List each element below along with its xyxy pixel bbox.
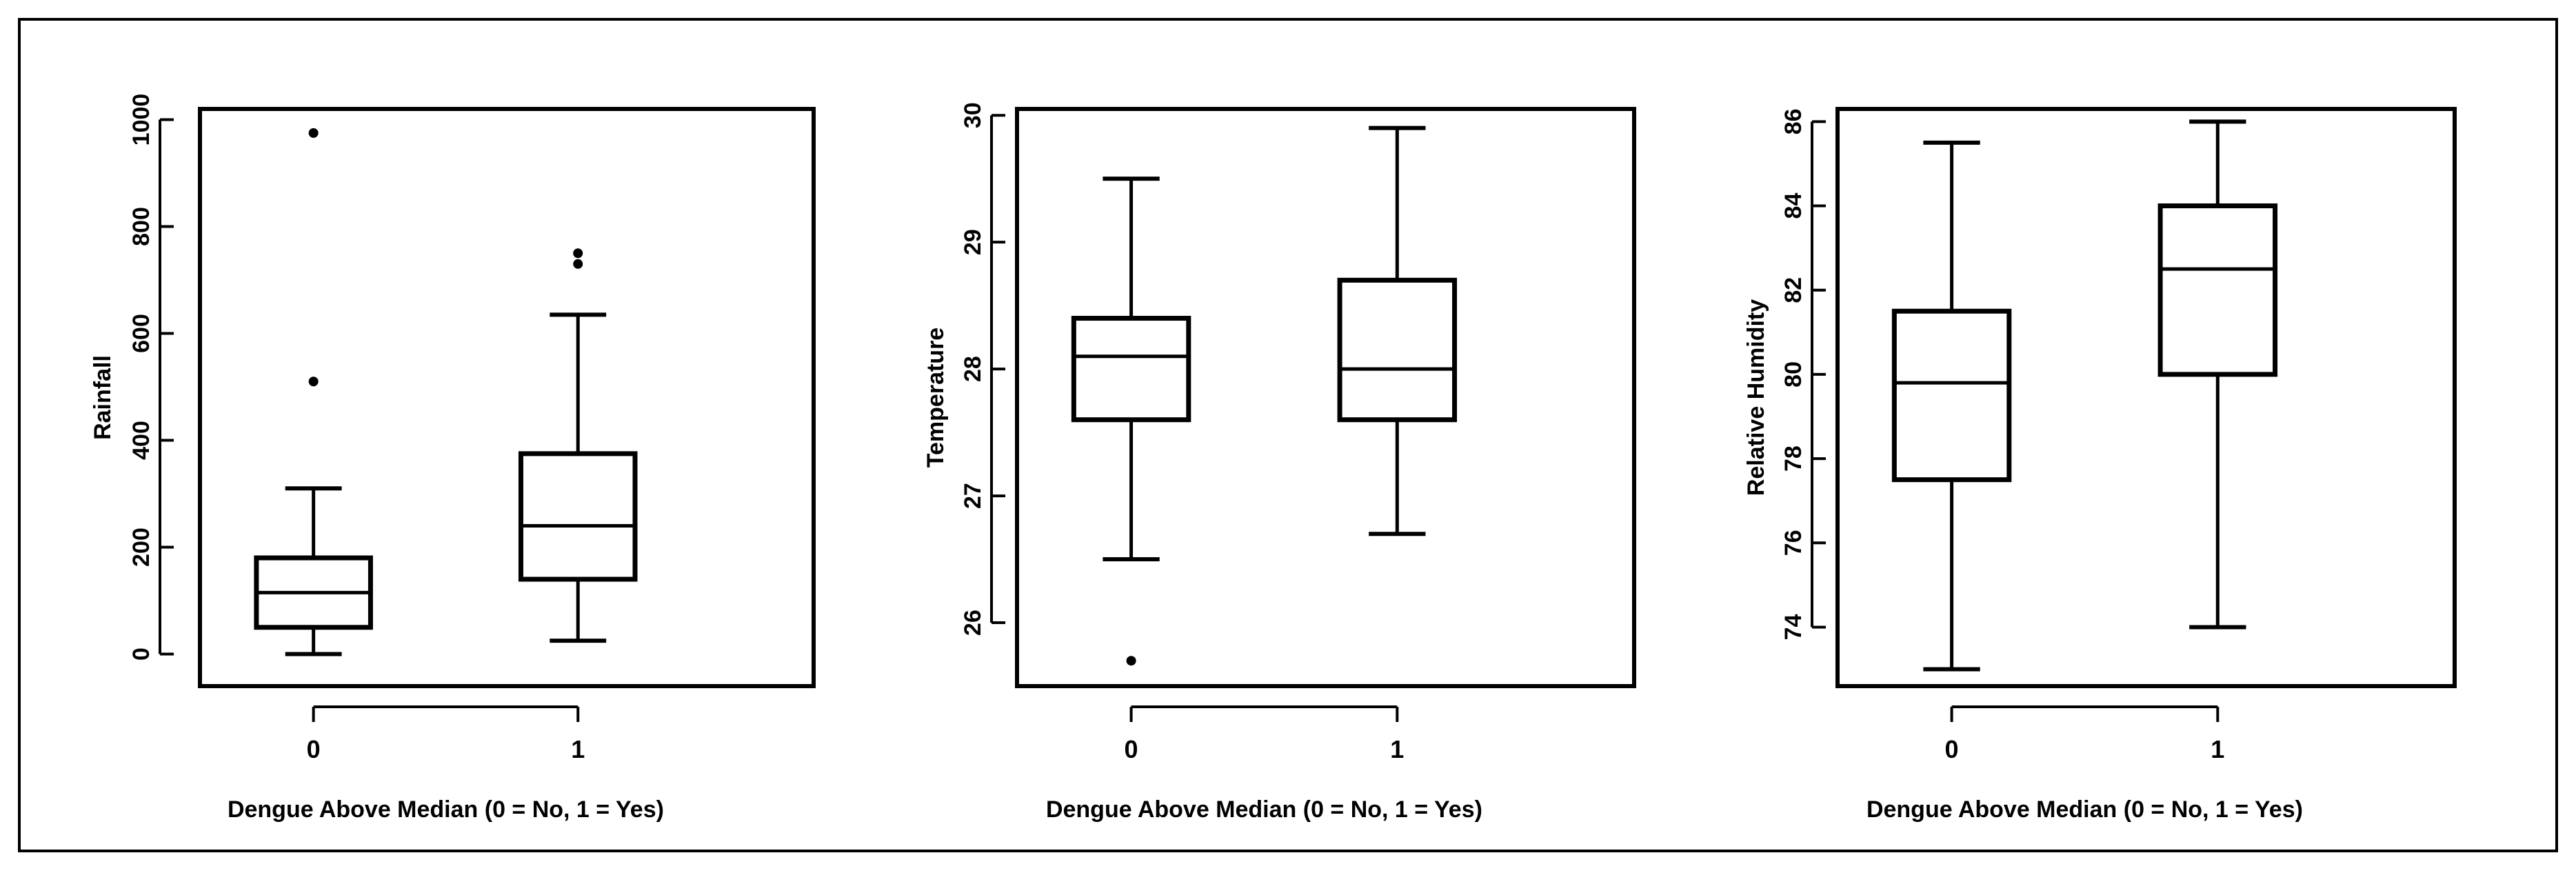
iqr-box [1337,277,1458,423]
box-1 [518,248,638,643]
box-0 [1891,140,2012,672]
y-tick-label: 86 [1780,108,1807,134]
outlier-point [308,128,319,138]
y-tick-label: 30 [960,102,986,128]
iqr-box [518,451,638,582]
outlier-point [573,259,583,269]
y-tick-label: 400 [128,421,154,460]
y-tick-label: 80 [1780,361,1807,388]
chart-panel-1: 0 200 400 600 800 1000 Rainfall 0 1 Dengue Above … [90,94,816,823]
y-tick-label: 76 [1780,530,1807,556]
iqr-box [2157,203,2278,377]
outlier-point [308,377,319,387]
x-tick-label: 0 [1945,735,1959,763]
x-tick-label: 0 [1125,735,1138,763]
plot-frame [198,107,816,688]
outlier-point [573,248,583,259]
y-tick-label: 82 [1780,277,1807,303]
x-tick-label: 1 [2211,735,2224,763]
y-tick-label: 26 [960,610,986,636]
box-0 [254,128,373,656]
x-axis-label: Dengue Above Median (0 = No, 1 = Yes) [1866,796,2303,823]
y-axis-label: Rainfall [90,355,116,440]
box-1 [2157,119,2278,630]
y-tick-label: 800 [128,207,154,246]
box-1 [1337,126,1458,536]
y-tick-label: 74 [1780,614,1807,640]
x-tick-label: 1 [571,735,585,763]
y-tick-label: 27 [960,483,986,509]
plot-frame [1015,107,1636,688]
y-tick-label: 0 [128,648,154,661]
x-axis-label: Dengue Above Median (0 = No, 1 = Yes) [1046,796,1482,823]
y-tick-label: 78 [1780,445,1807,472]
y-tick-label: 600 [128,314,154,353]
chart-panel-3: 74 76 78 80 82 84 86 Relative Humidity 0 1 Dengue … [1743,107,2457,823]
figure-frame [18,18,2558,852]
box-0 [1071,177,1191,666]
y-tick-label: 1000 [128,94,154,146]
chart-panel-2: 26 27 28 29 30 Temperature 0 1 Dengue Above Medi… [923,102,1636,823]
y-tick-label: 200 [128,528,154,567]
x-tick-label: 1 [1390,735,1404,763]
iqr-box [1891,308,2012,483]
y-axis-label: Temperature [923,328,949,468]
y-tick-label: 29 [960,229,986,255]
y-axis-label: Relative Humidity [1743,299,1769,496]
plot-frame [1835,107,2457,688]
outlier-point [1126,656,1136,666]
x-tick-label: 0 [307,735,321,763]
y-tick-label: 84 [1780,193,1807,219]
x-axis-label: Dengue Above Median (0 = No, 1 = Yes) [228,796,664,823]
y-tick-label: 28 [960,356,986,382]
iqr-box [1071,316,1191,423]
